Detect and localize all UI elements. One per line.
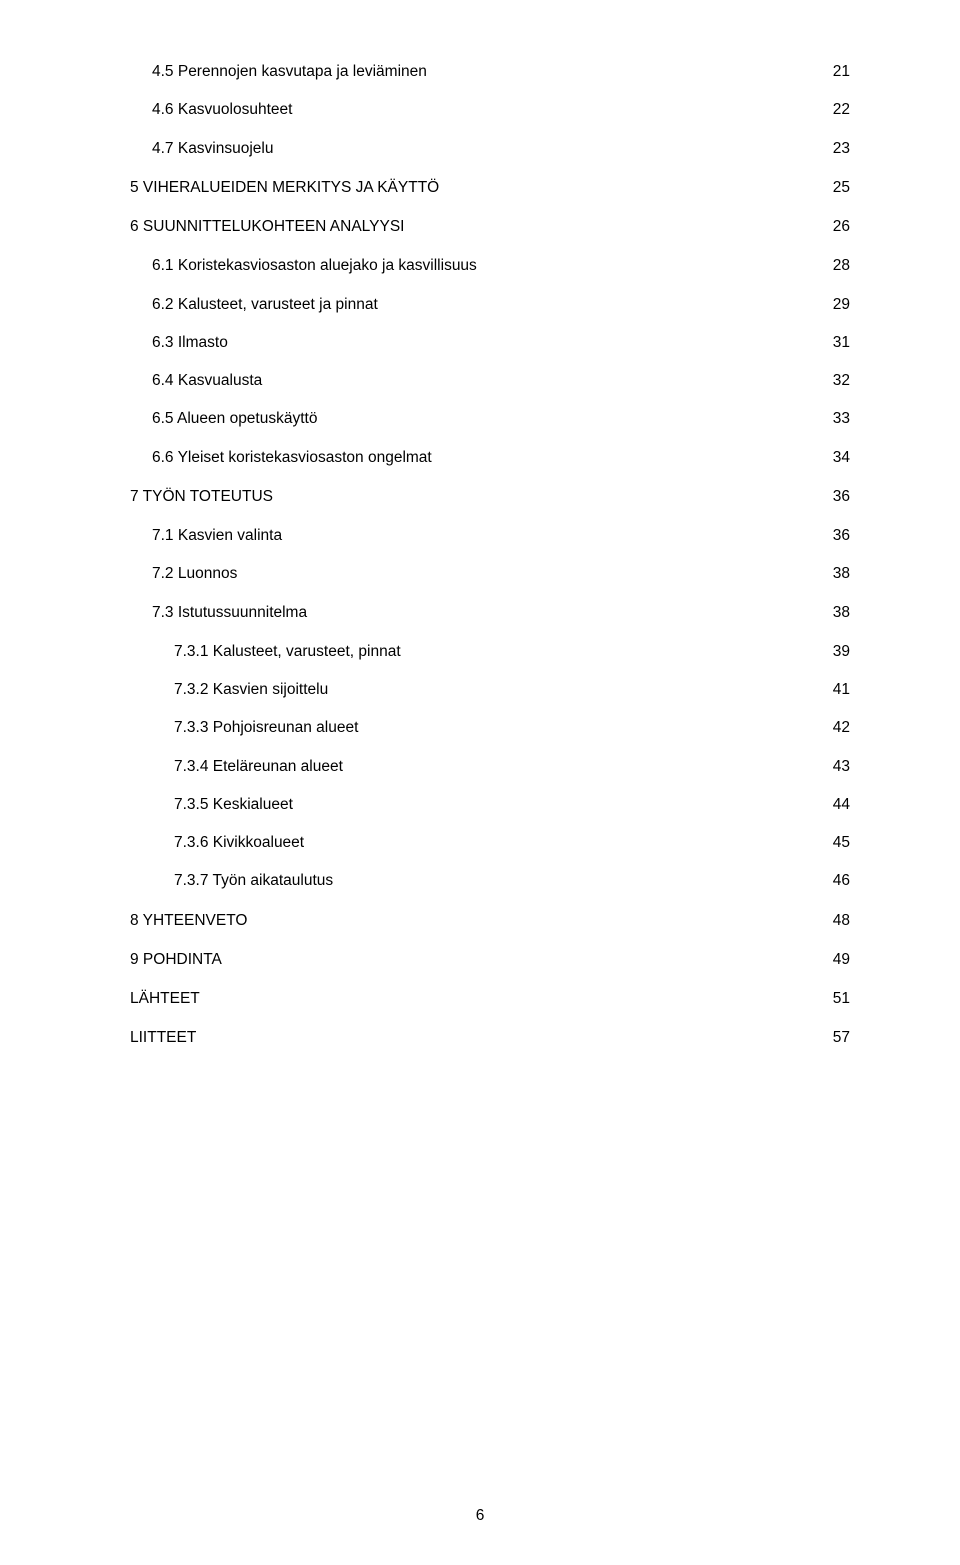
toc-entry-page: 39 [833, 640, 850, 663]
toc-entry-page: 33 [833, 407, 850, 430]
toc-entry-text: 6.6 Yleiset koristekasviosaston ongelmat [152, 446, 432, 469]
toc-entry-page: 26 [833, 215, 850, 238]
toc-entry-page: 46 [833, 869, 850, 892]
toc-entry-page: 36 [833, 485, 850, 508]
toc-entry-text: 7.1 Kasvien valinta [152, 524, 282, 547]
toc-entry: 5 VIHERALUEIDEN MERKITYS JA KÄYTTÖ 25 [130, 176, 850, 199]
toc-entry-page: 43 [833, 755, 850, 778]
toc-entry-text: 7 TYÖN TOTEUTUS [130, 485, 273, 508]
toc-entry: 7.3.2 Kasvien sijoittelu 41 [130, 678, 850, 701]
toc-entry-text: 7.3.6 Kivikkoalueet [174, 831, 304, 854]
toc-entry: 7.2 Luonnos 38 [130, 562, 850, 585]
toc-entry-text: 4.5 Perennojen kasvutapa ja leviäminen [152, 60, 427, 83]
toc-entry-text: 6.1 Koristekasviosaston aluejako ja kasv… [152, 254, 477, 277]
toc-entry-text: 5 VIHERALUEIDEN MERKITYS JA KÄYTTÖ [130, 176, 439, 199]
toc-entry-page: 23 [833, 137, 850, 160]
toc-entry-page: 57 [833, 1026, 850, 1049]
toc-entry: 7.3 Istutussuunnitelma 38 [130, 601, 850, 624]
toc-entry: 6.5 Alueen opetuskäyttö 33 [130, 407, 850, 430]
toc-entry-page: 31 [833, 331, 850, 354]
toc-entry-text: 6.5 Alueen opetuskäyttö [152, 407, 317, 430]
toc-entry-page: 41 [833, 678, 850, 701]
toc-entry-text: 6.2 Kalusteet, varusteet ja pinnat [152, 293, 378, 316]
toc-entry-text: 7.2 Luonnos [152, 562, 237, 585]
toc-entry-page: 38 [833, 562, 850, 585]
toc-entry-text: 7.3.2 Kasvien sijoittelu [174, 678, 328, 701]
toc-entry-page: 38 [833, 601, 850, 624]
toc-entry: 7.1 Kasvien valinta 36 [130, 524, 850, 547]
toc-entry-text: 8 YHTEENVETO [130, 909, 247, 932]
toc-entry: LÄHTEET 51 [130, 987, 850, 1010]
toc-entry: 6.4 Kasvualusta 32 [130, 369, 850, 392]
toc-entry: 7.3.5 Keskialueet 44 [130, 793, 850, 816]
toc-entry-text: 7.3 Istutussuunnitelma [152, 601, 307, 624]
toc-entry-page: 45 [833, 831, 850, 854]
toc-entry: 9 POHDINTA 49 [130, 948, 850, 971]
toc-entry: 7.3.4 Eteläreunan alueet 43 [130, 755, 850, 778]
toc-entry-text: LIITTEET [130, 1026, 196, 1049]
toc-entry: 7 TYÖN TOTEUTUS 36 [130, 485, 850, 508]
toc-entry: 4.5 Perennojen kasvutapa ja leviäminen 2… [130, 60, 850, 83]
toc-page: 4.5 Perennojen kasvutapa ja leviäminen 2… [0, 0, 960, 1565]
toc-entry-text: 6.3 Ilmasto [152, 331, 228, 354]
toc-entry: 4.7 Kasvinsuojelu 23 [130, 137, 850, 160]
toc-entry-text: 6 SUUNNITTELUKOHTEEN ANALYYSI [130, 215, 404, 238]
toc-entry: 6.6 Yleiset koristekasviosaston ongelmat… [130, 446, 850, 469]
toc-entry-page: 36 [833, 524, 850, 547]
toc-entry-page: 48 [833, 909, 850, 932]
toc-entry-page: 42 [833, 716, 850, 739]
toc-entry-text: 7.3.1 Kalusteet, varusteet, pinnat [174, 640, 401, 663]
toc-entry-page: 51 [833, 987, 850, 1010]
toc-entry: 6.3 Ilmasto 31 [130, 331, 850, 354]
toc-entry-text: 4.6 Kasvuolosuhteet [152, 98, 292, 121]
toc-entry: LIITTEET 57 [130, 1026, 850, 1049]
toc-entry-page: 28 [833, 254, 850, 277]
toc-entry-page: 25 [833, 176, 850, 199]
toc-entry: 7.3.1 Kalusteet, varusteet, pinnat 39 [130, 640, 850, 663]
toc-entry-page: 29 [833, 293, 850, 316]
toc-entry-page: 21 [833, 60, 850, 83]
toc-entry: 6.1 Koristekasviosaston aluejako ja kasv… [130, 254, 850, 277]
toc-entry-text: LÄHTEET [130, 987, 200, 1010]
page-number: 6 [0, 1507, 960, 1525]
toc-entry-page: 44 [833, 793, 850, 816]
toc-entry-text: 7.3.3 Pohjoisreunan alueet [174, 716, 358, 739]
toc-entry-text: 6.4 Kasvualusta [152, 369, 262, 392]
toc-entry-text: 7.3.7 Työn aikataulutus [174, 869, 333, 892]
toc-entry-text: 9 POHDINTA [130, 948, 222, 971]
toc-entry-page: 32 [833, 369, 850, 392]
toc-entry: 7.3.7 Työn aikataulutus 46 [130, 869, 850, 892]
toc-entry: 6 SUUNNITTELUKOHTEEN ANALYYSI 26 [130, 215, 850, 238]
toc-entry-page: 34 [833, 446, 850, 469]
toc-list: 4.5 Perennojen kasvutapa ja leviäminen 2… [130, 60, 850, 1050]
toc-entry-page: 49 [833, 948, 850, 971]
toc-entry-text: 7.3.5 Keskialueet [174, 793, 293, 816]
toc-entry: 8 YHTEENVETO 48 [130, 909, 850, 932]
toc-entry-page: 22 [833, 98, 850, 121]
toc-entry: 4.6 Kasvuolosuhteet 22 [130, 98, 850, 121]
toc-entry: 7.3.6 Kivikkoalueet 45 [130, 831, 850, 854]
toc-entry: 7.3.3 Pohjoisreunan alueet 42 [130, 716, 850, 739]
toc-entry: 6.2 Kalusteet, varusteet ja pinnat 29 [130, 293, 850, 316]
toc-entry-text: 4.7 Kasvinsuojelu [152, 137, 274, 160]
toc-entry-text: 7.3.4 Eteläreunan alueet [174, 755, 343, 778]
